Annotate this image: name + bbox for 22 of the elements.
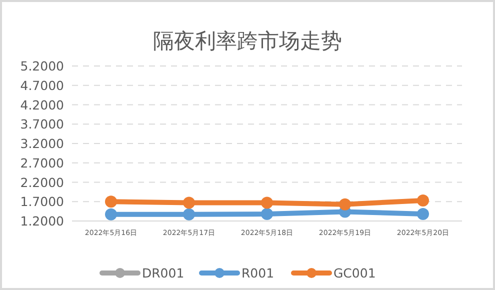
- point: [417, 208, 429, 220]
- y-tick-label: 5.2000: [20, 58, 64, 74]
- chart-title: 隔夜利率跨市场走势: [153, 29, 342, 53]
- point: [261, 196, 273, 209]
- y-tick-label: 2.2000: [20, 174, 64, 190]
- point: [183, 208, 195, 220]
- y-tick-label: 1.7000: [20, 194, 64, 210]
- legend-label: DR001: [142, 266, 184, 280]
- y-tick-label: 2.7000: [20, 155, 64, 170]
- point: [183, 196, 195, 209]
- legend-label: R001: [242, 266, 274, 280]
- y-tick-label: 1.2000: [20, 214, 64, 228]
- point: [105, 208, 117, 220]
- point: [261, 208, 273, 220]
- legend-label: GC001: [334, 266, 376, 280]
- y-tick-label: 4.2000: [20, 97, 64, 112]
- y-tick-label: 3.2000: [20, 136, 64, 151]
- point: [417, 194, 429, 206]
- point: [105, 196, 117, 208]
- y-tick-label: 3.7000: [20, 116, 64, 132]
- point: [339, 198, 351, 210]
- y-tick-label: 4.7000: [20, 78, 64, 93]
